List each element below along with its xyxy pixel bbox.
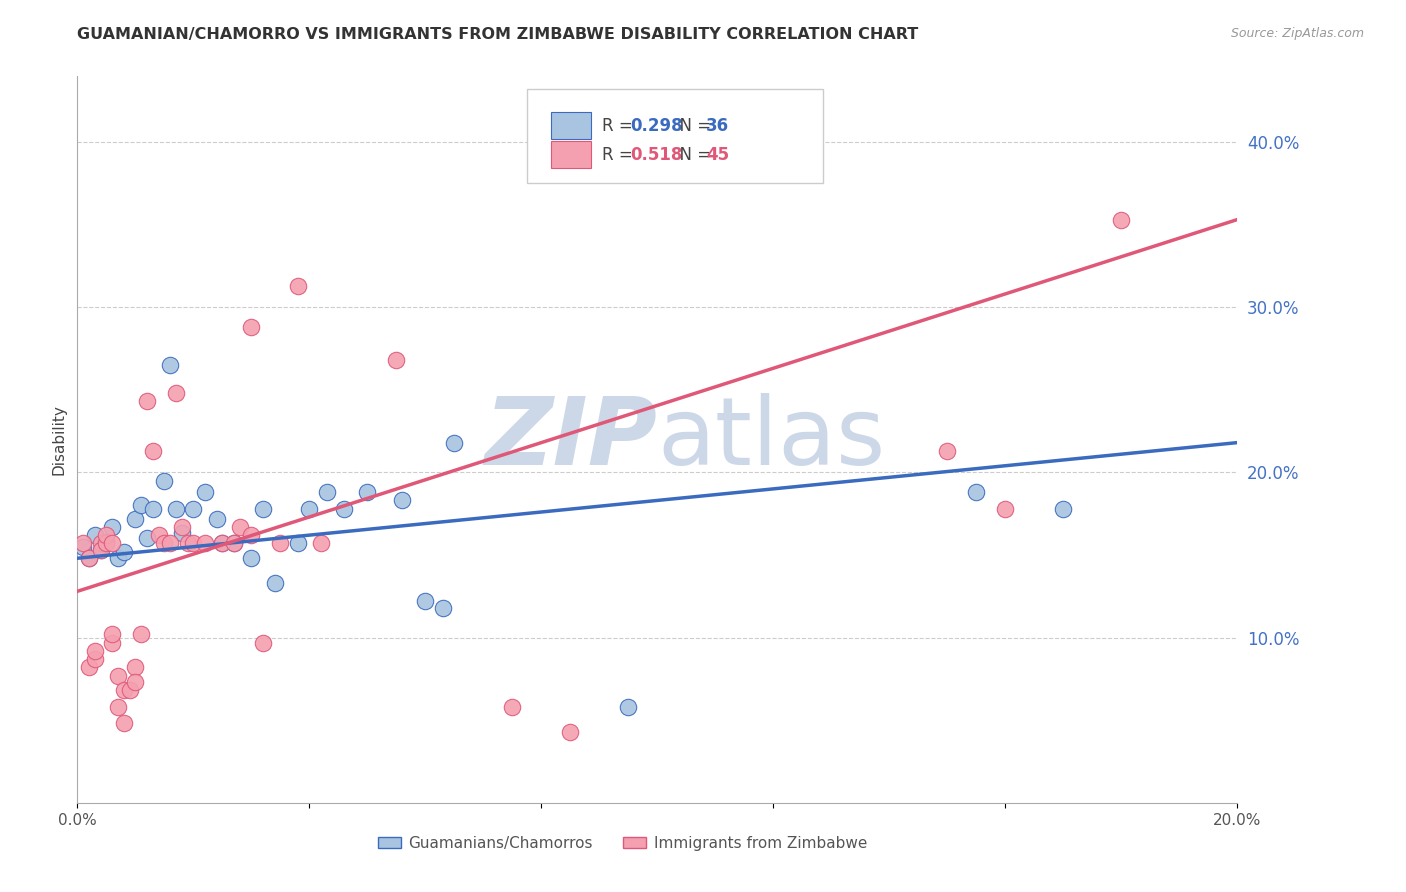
Point <box>194 485 217 500</box>
Point <box>83 644 105 658</box>
Point <box>183 501 205 516</box>
Point <box>936 443 959 458</box>
Point <box>107 668 129 682</box>
Text: Source: ZipAtlas.com: Source: ZipAtlas.com <box>1230 27 1364 40</box>
Point <box>153 536 176 550</box>
Y-axis label: Disability: Disability <box>51 404 66 475</box>
Point <box>432 600 454 615</box>
Point <box>77 660 100 674</box>
Point <box>83 652 105 666</box>
Text: atlas: atlas <box>658 393 886 485</box>
Point <box>101 635 124 649</box>
Point <box>240 528 263 542</box>
Text: R =: R = <box>602 117 638 135</box>
Text: N =: N = <box>669 145 717 163</box>
Point <box>96 536 118 550</box>
Point <box>136 532 159 546</box>
Point <box>298 501 321 516</box>
Point <box>228 520 252 534</box>
Point <box>222 536 245 550</box>
Point <box>211 536 233 550</box>
Point <box>112 716 135 731</box>
Point <box>136 394 159 409</box>
Point <box>159 536 181 550</box>
Point <box>124 511 146 525</box>
Point <box>159 358 181 372</box>
Point <box>170 526 193 541</box>
Point <box>965 485 987 500</box>
Point <box>617 700 640 714</box>
Point <box>83 528 105 542</box>
Point <box>222 536 245 550</box>
Point <box>269 536 291 550</box>
Point <box>333 501 356 516</box>
Point <box>391 493 413 508</box>
Point <box>153 474 176 488</box>
Point <box>211 536 233 550</box>
Point <box>205 511 228 525</box>
Text: 0.518: 0.518 <box>630 145 682 163</box>
Point <box>101 536 124 550</box>
Text: ZIP: ZIP <box>485 393 658 485</box>
Point <box>560 724 582 739</box>
Point <box>240 551 263 566</box>
Point <box>194 536 217 550</box>
Point <box>1052 501 1074 516</box>
Point <box>385 353 408 368</box>
Point <box>142 501 165 516</box>
Point <box>315 485 337 500</box>
Point <box>124 660 146 674</box>
Point <box>413 594 436 608</box>
Point <box>107 700 129 714</box>
Point <box>165 386 187 401</box>
Point <box>1111 212 1133 227</box>
Point <box>148 528 170 542</box>
Point <box>72 540 94 554</box>
Text: N =: N = <box>669 117 717 135</box>
Point <box>240 320 263 334</box>
Legend: Guamanians/Chamorros, Immigrants from Zimbabwe: Guamanians/Chamorros, Immigrants from Zi… <box>371 830 873 857</box>
Point <box>129 499 152 513</box>
Point <box>287 278 309 293</box>
Point <box>90 543 111 558</box>
Point <box>356 485 378 500</box>
Text: 0.298: 0.298 <box>630 117 682 135</box>
Point <box>443 435 465 450</box>
Point <box>994 501 1017 516</box>
Point <box>101 627 124 641</box>
Point <box>176 536 198 550</box>
Point <box>124 675 146 690</box>
Point <box>90 543 111 558</box>
Point <box>72 536 94 550</box>
Text: 36: 36 <box>706 117 728 135</box>
Point <box>252 635 274 649</box>
Text: R =: R = <box>602 145 638 163</box>
Point <box>170 520 193 534</box>
Point <box>112 544 135 558</box>
Point <box>129 627 152 641</box>
Point <box>107 551 129 566</box>
Point <box>309 536 332 550</box>
Point <box>118 683 141 698</box>
Text: GUAMANIAN/CHAMORRO VS IMMIGRANTS FROM ZIMBABWE DISABILITY CORRELATION CHART: GUAMANIAN/CHAMORRO VS IMMIGRANTS FROM ZI… <box>77 27 918 42</box>
Point <box>165 501 187 516</box>
Point <box>77 551 100 566</box>
Point <box>96 534 118 549</box>
Point <box>142 443 165 458</box>
Point <box>101 520 124 534</box>
Point <box>501 700 523 714</box>
Point <box>287 536 309 550</box>
Point <box>252 501 274 516</box>
Point <box>183 536 205 550</box>
Text: 45: 45 <box>706 145 728 163</box>
Point <box>112 683 135 698</box>
Point <box>96 528 118 542</box>
Point <box>77 551 100 566</box>
Point <box>90 536 111 550</box>
Point <box>263 576 285 591</box>
